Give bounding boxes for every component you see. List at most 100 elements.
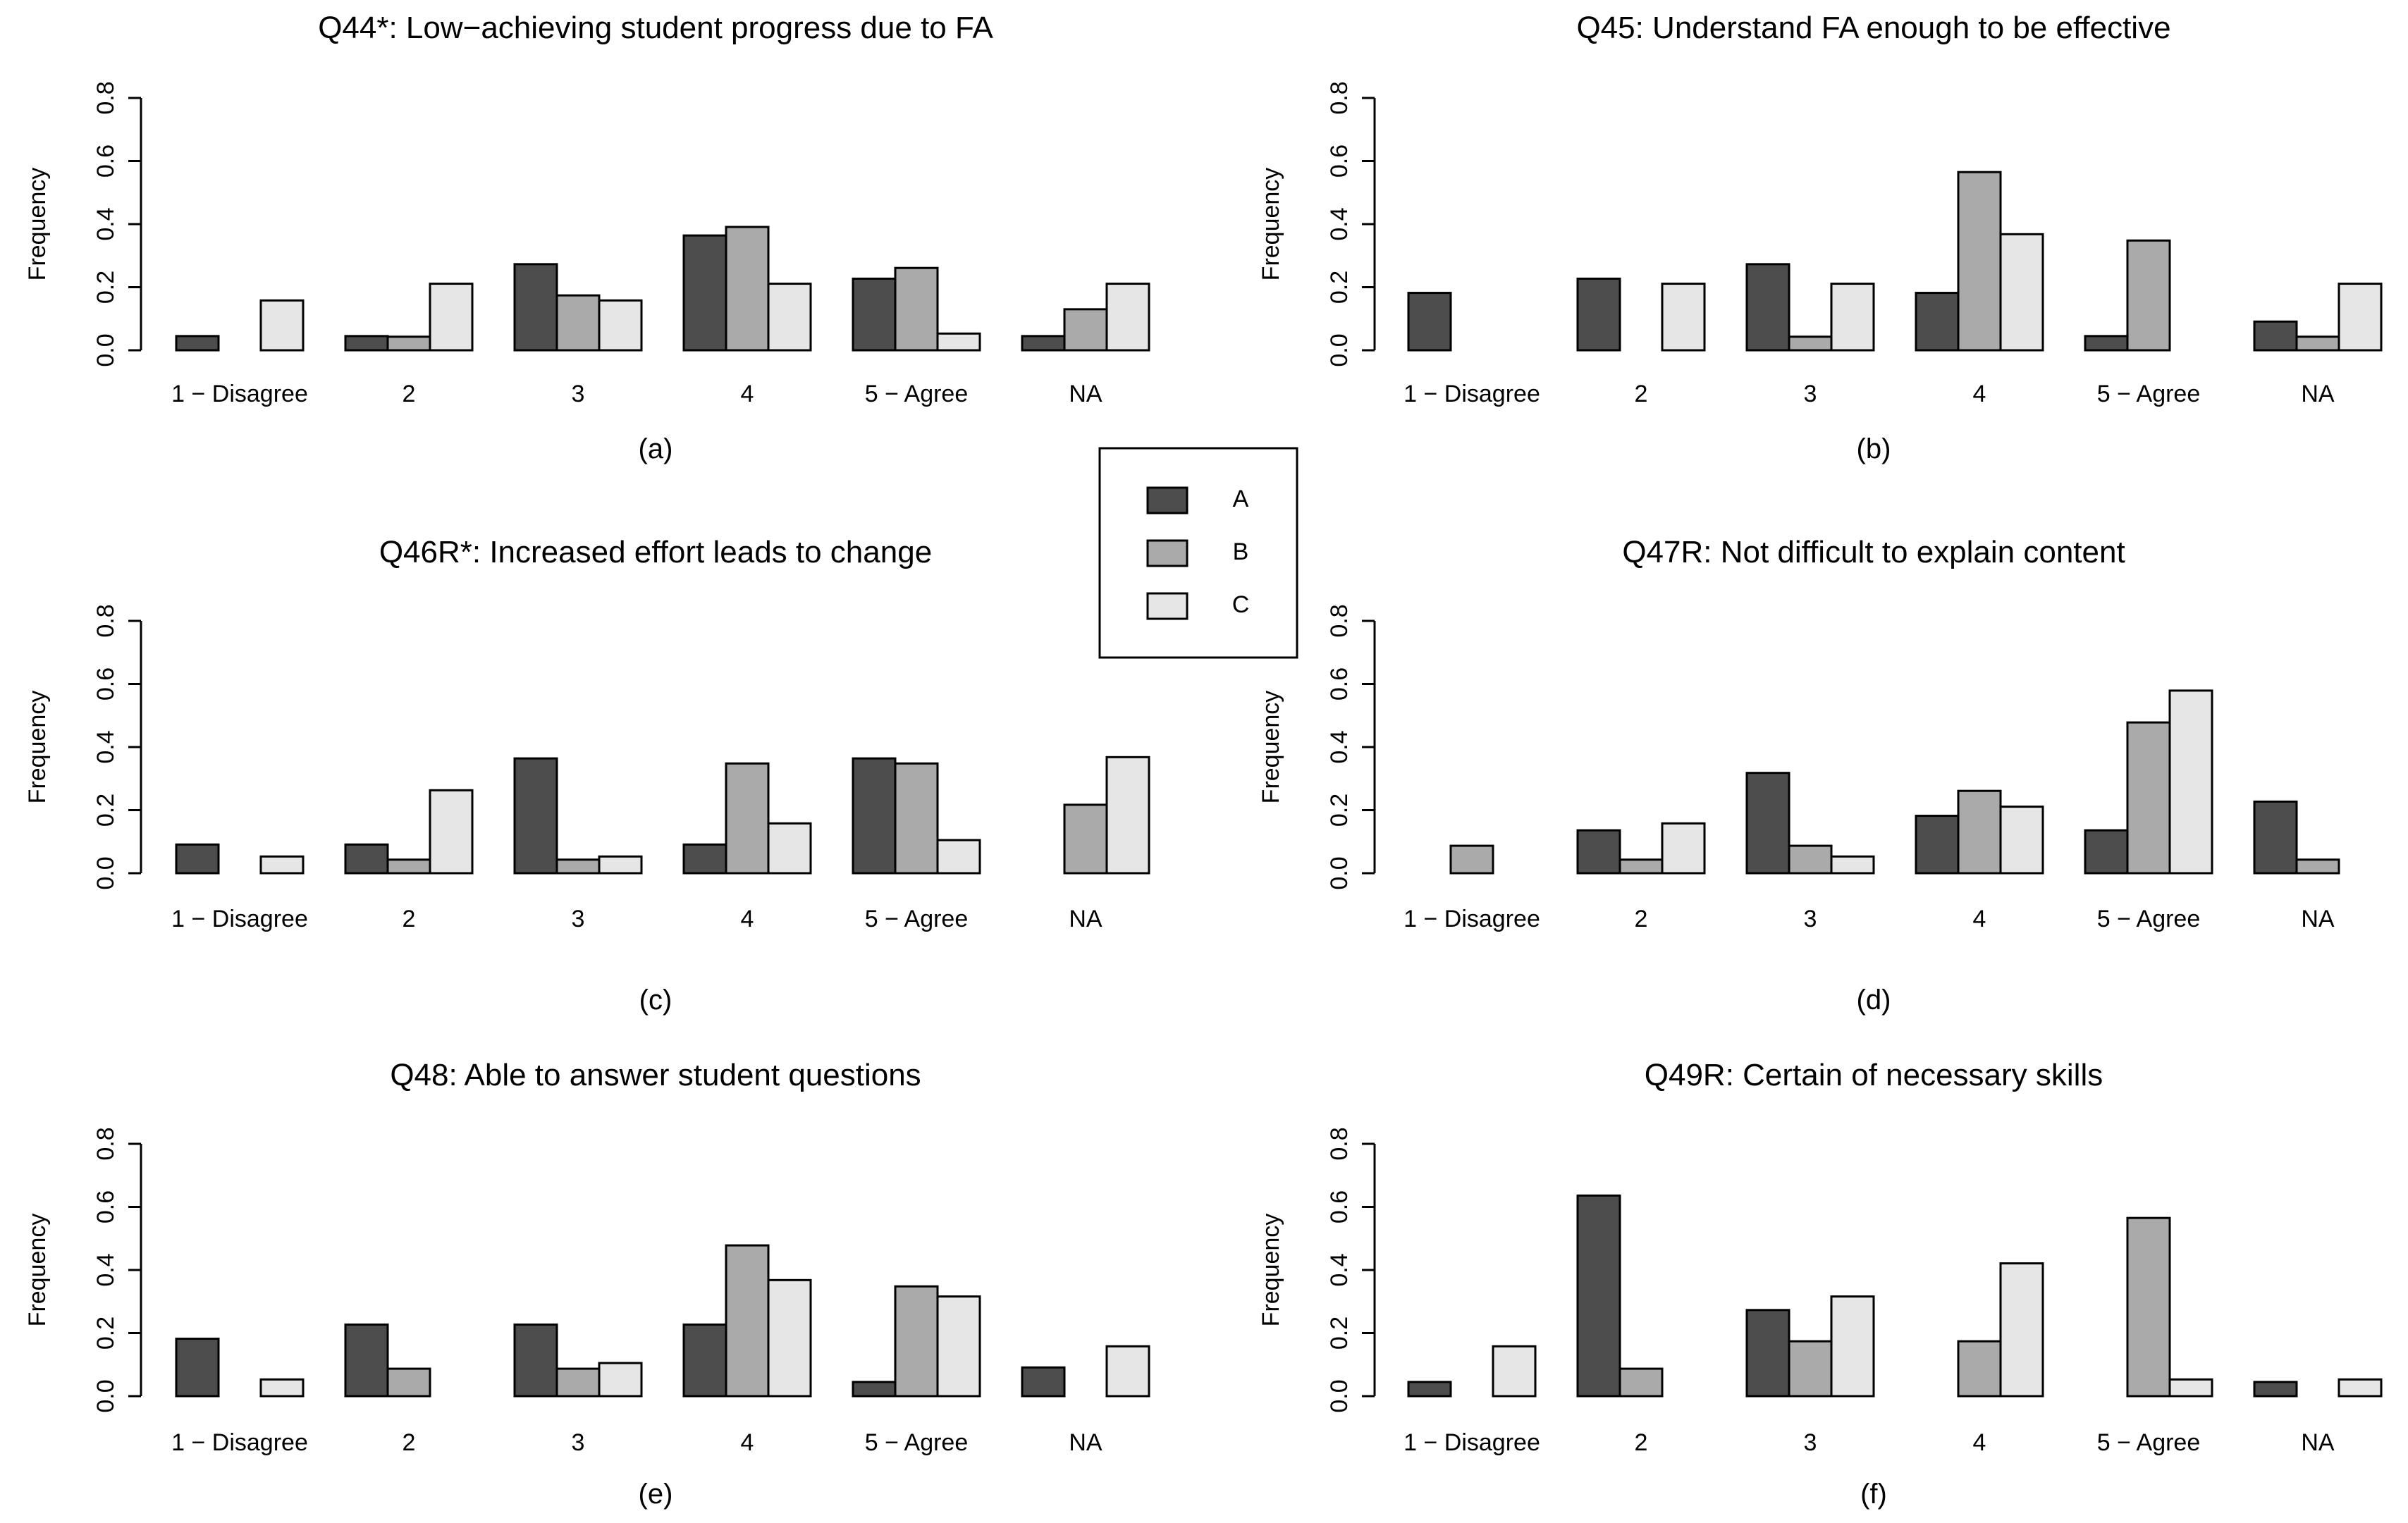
x-tick-label: 5 − Agree bbox=[865, 906, 969, 932]
bar-c bbox=[1492, 1345, 1537, 1398]
y-tick-label: 0.2 bbox=[92, 1317, 119, 1350]
x-tick-label: NA bbox=[2301, 381, 2335, 407]
y-tick-label: 0.6 bbox=[1326, 667, 1353, 701]
bar-b bbox=[725, 762, 770, 875]
bar-a bbox=[2253, 1381, 2298, 1398]
bar-b bbox=[1063, 803, 1108, 875]
x-tick-label: 3 bbox=[1804, 906, 1817, 932]
panel-label: (e) bbox=[639, 1479, 673, 1510]
bar-a bbox=[682, 1323, 727, 1398]
bar-c bbox=[1661, 822, 1706, 875]
x-tick-label: 4 bbox=[741, 381, 754, 407]
bar-b bbox=[1788, 1340, 1833, 1398]
chart-panel-d: Q47R: Not difficult to explain content 0.… bbox=[1258, 535, 2340, 1016]
x-tick-label: 1 − Disagree bbox=[1403, 1429, 1540, 1456]
y-tick-label: 0.2 bbox=[92, 271, 119, 304]
bar-c bbox=[598, 1362, 643, 1398]
x-tick-label: 1 − Disagree bbox=[1403, 906, 1540, 932]
bar-c bbox=[598, 855, 643, 875]
bar-a bbox=[175, 1338, 220, 1398]
bar-b bbox=[386, 335, 431, 352]
bar-b bbox=[725, 226, 770, 352]
bar-a bbox=[1407, 292, 1452, 352]
bar-a bbox=[852, 277, 897, 352]
bar-c bbox=[429, 283, 474, 352]
bar-c bbox=[2168, 1378, 2213, 1398]
bar-a bbox=[852, 1381, 897, 1398]
y-tick-label: 0.2 bbox=[1326, 794, 1353, 827]
x-tick-label: 4 bbox=[741, 906, 754, 932]
bar-a bbox=[513, 1323, 558, 1398]
bar-a bbox=[513, 757, 558, 875]
x-tick-label: 5 − Agree bbox=[865, 381, 969, 407]
x-tick-label: 5 − Agree bbox=[2097, 906, 2201, 932]
bar-a bbox=[852, 757, 897, 875]
bar-b bbox=[2126, 239, 2171, 352]
bar-a bbox=[1576, 829, 1621, 875]
y-axis-label: Frequency bbox=[24, 691, 51, 804]
x-tick-label: 2 bbox=[403, 1429, 416, 1456]
x-tick-label: 3 bbox=[572, 1429, 585, 1456]
bar-c bbox=[1999, 233, 2044, 352]
legend: ABC bbox=[1098, 447, 1298, 659]
bar-b bbox=[1957, 789, 2002, 875]
bar-b bbox=[894, 266, 939, 352]
bar-a bbox=[2084, 335, 2129, 352]
x-tick-label: 2 bbox=[1635, 906, 1648, 932]
bar-c bbox=[259, 855, 305, 875]
chart-panel-b: Q45: Understand FA enough to be effectiv… bbox=[1258, 11, 2383, 464]
bar-b bbox=[386, 858, 431, 875]
x-tick-label: 3 bbox=[1804, 1429, 1817, 1456]
y-tick-label: 0.2 bbox=[92, 794, 119, 827]
chart-panel-e: Q48: Able to answer student questions 0.0… bbox=[24, 1058, 1150, 1510]
y-tick-label: 0.8 bbox=[92, 1127, 119, 1160]
x-tick-label: 2 bbox=[403, 906, 416, 932]
bar-c bbox=[429, 789, 474, 875]
y-tick-label: 0.2 bbox=[1326, 1317, 1353, 1350]
bar-a bbox=[2253, 320, 2298, 352]
bar-a bbox=[1407, 1381, 1452, 1398]
y-tick-label: 0.4 bbox=[1326, 1253, 1353, 1286]
legend-swatch-b bbox=[1146, 539, 1188, 567]
y-axis-label: Frequency bbox=[1258, 1214, 1284, 1327]
bar-a bbox=[1745, 263, 1790, 352]
panel-label: (b) bbox=[1857, 433, 1891, 464]
bar-b bbox=[1449, 844, 1494, 875]
bar-a bbox=[1915, 292, 1960, 352]
bar-b bbox=[725, 1244, 770, 1398]
panel-label: (d) bbox=[1857, 985, 1891, 1016]
y-tick-label: 0.4 bbox=[92, 207, 119, 240]
bar-c bbox=[1830, 1295, 1875, 1398]
y-tick-label: 0.0 bbox=[92, 856, 119, 889]
x-tick-label: 2 bbox=[1635, 381, 1648, 407]
y-tick-label: 0.6 bbox=[1326, 144, 1353, 178]
bar-a bbox=[682, 843, 727, 875]
bar-c bbox=[259, 1378, 305, 1398]
bar-c bbox=[598, 299, 643, 352]
panel-label: (f) bbox=[1860, 1479, 1887, 1510]
bar-c bbox=[2338, 283, 2383, 352]
legend-swatch-a bbox=[1146, 486, 1188, 514]
chart-panel-f: Q49R: Certain of necessary skills 0.0 0.2 0… bbox=[1258, 1058, 2383, 1510]
bar-a bbox=[682, 234, 727, 352]
legend-swatch-c bbox=[1146, 592, 1188, 620]
x-tick-label: 4 bbox=[1973, 381, 1986, 407]
bar-c bbox=[1105, 756, 1150, 875]
bar-a bbox=[513, 263, 558, 352]
bar-c bbox=[767, 822, 812, 875]
x-tick-label: NA bbox=[2301, 906, 2335, 932]
x-tick-label: NA bbox=[1069, 1429, 1102, 1456]
x-tick-label: 1 − Disagree bbox=[1403, 381, 1540, 407]
bar-a bbox=[1745, 1309, 1790, 1398]
y-tick-label: 0.2 bbox=[1326, 271, 1353, 304]
chart-title: Q48: Able to answer student questions bbox=[390, 1058, 921, 1092]
x-tick-label: NA bbox=[1069, 381, 1102, 407]
y-tick-label: 0.8 bbox=[92, 81, 119, 114]
bar-b bbox=[1618, 1367, 1664, 1398]
y-axis-label: Frequency bbox=[24, 168, 51, 281]
bar-c bbox=[767, 1278, 812, 1398]
bar-a bbox=[1915, 815, 1960, 875]
bar-b bbox=[1957, 1340, 2002, 1398]
bar-c bbox=[1999, 1262, 2044, 1398]
bar-b bbox=[894, 762, 939, 875]
